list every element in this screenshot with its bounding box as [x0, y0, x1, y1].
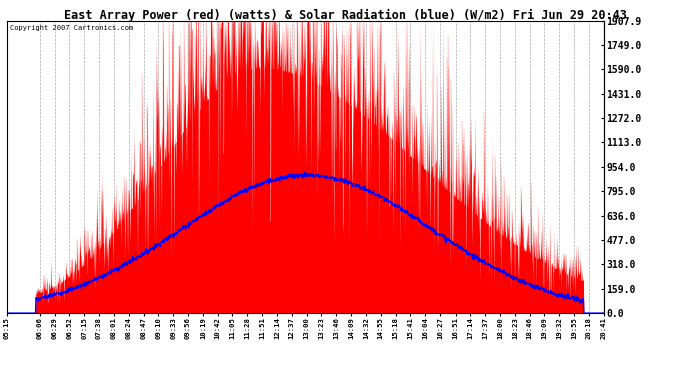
Text: East Array Power (red) (watts) & Solar Radiation (blue) (W/m2) Fri Jun 29 20:43: East Array Power (red) (watts) & Solar R… — [63, 9, 627, 22]
Text: Copyright 2007 Cartronics.com: Copyright 2007 Cartronics.com — [10, 25, 133, 31]
